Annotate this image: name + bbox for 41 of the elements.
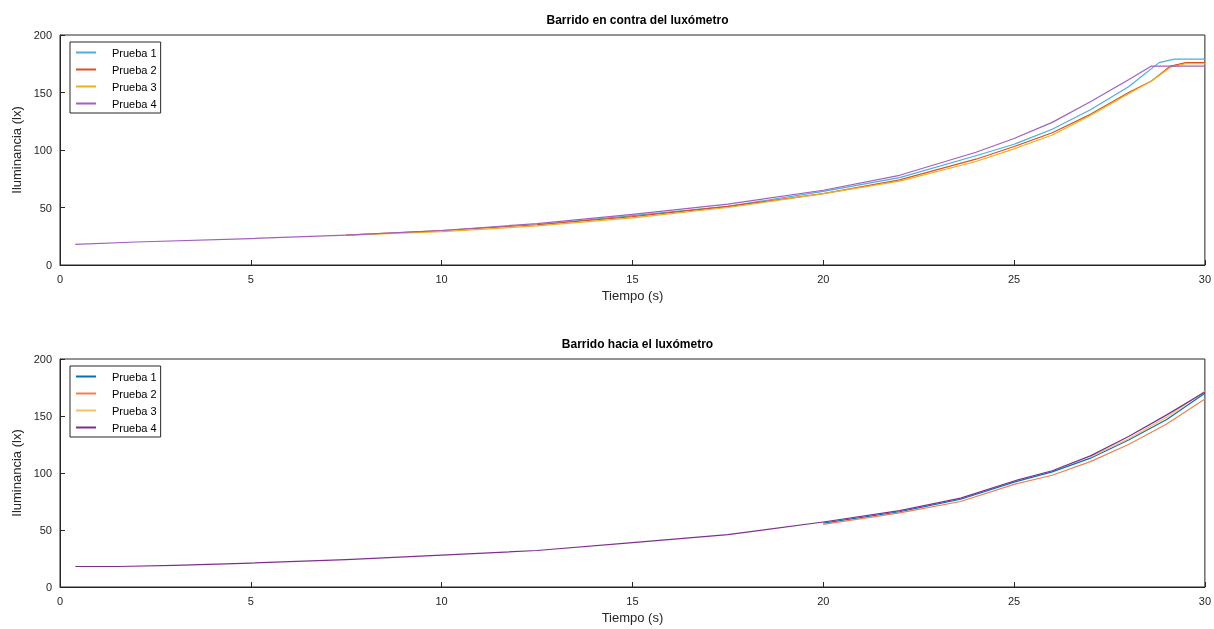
legend-label: Prueba 4 (112, 421, 157, 433)
chart-title: Barrido en contra del luxómetro (546, 13, 729, 27)
y-tick-label: 150 (33, 86, 52, 99)
x-tick-label: 30 (1198, 594, 1212, 606)
x-tick-label: 20 (817, 594, 830, 606)
y-axis-title: Iluminancia (lx) (8, 428, 24, 517)
legend-label: Prueba 2 (112, 387, 157, 399)
x-tick-label: 5 (247, 272, 254, 285)
x-axis-title: Tiempo (s) (601, 288, 664, 303)
y-tick-label: 200 (33, 352, 52, 365)
line-series (74, 390, 1206, 567)
x-tick-label: 0 (56, 272, 64, 285)
y-tick-label: 50 (39, 523, 52, 536)
line-series (1089, 389, 1206, 458)
x-tick-label: 25 (1007, 272, 1021, 285)
y-tick-label: 150 (33, 409, 52, 422)
legend-label: Prueba 3 (112, 404, 157, 416)
y-tick-label: 200 (33, 29, 52, 41)
legend-label: Prueba 1 (112, 46, 157, 59)
x-tick-label: 0 (56, 594, 64, 606)
legend-label: Prueba 3 (112, 80, 157, 93)
legend-label: Prueba 2 (112, 63, 157, 76)
x-axis-title: Tiempo (s) (601, 609, 664, 625)
x-tick-label: 10 (435, 594, 448, 606)
x-tick-label: 10 (435, 272, 448, 285)
x-tick-label: 25 (1007, 594, 1021, 606)
chart-title: Barrido hacia el luxómetro (561, 336, 714, 351)
y-axis-title: Iluminancia (lx) (8, 106, 24, 194)
y-tick-label: 100 (33, 466, 52, 479)
x-tick-label: 20 (817, 272, 830, 285)
line-series (74, 65, 1206, 245)
y-tick-label: 0 (45, 259, 52, 271)
x-tick-label: 15 (626, 272, 639, 285)
x-tick-label: 5 (247, 594, 254, 606)
x-tick-label: 15 (626, 594, 639, 606)
y-tick-label: 0 (45, 580, 52, 593)
legend-label: Prueba 4 (112, 97, 157, 110)
y-tick-label: 50 (39, 201, 52, 214)
y-tick-label: 100 (33, 144, 52, 156)
x-tick-label: 30 (1198, 272, 1212, 285)
legend-label: Prueba 1 (112, 370, 157, 382)
